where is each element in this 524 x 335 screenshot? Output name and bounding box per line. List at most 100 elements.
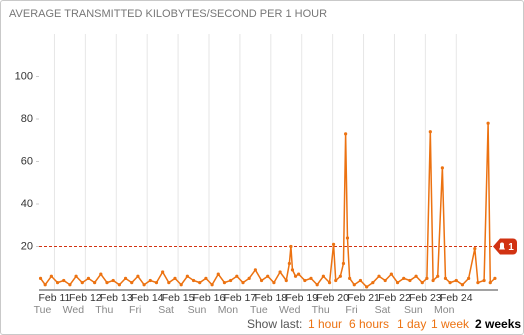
bell-icon: [499, 242, 505, 250]
data-point: [371, 281, 375, 285]
data-point: [235, 274, 239, 278]
data-point: [148, 278, 152, 283]
data-point: [179, 283, 183, 287]
alarm-badge: [493, 238, 517, 255]
x-weekday-label: Fri: [345, 304, 357, 316]
data-point: [284, 278, 288, 283]
x-weekday-label: Sat: [375, 304, 391, 316]
x-tick-label: Feb 16: [193, 292, 226, 304]
x-weekday-label: Thu: [312, 304, 330, 316]
series-line: [39, 123, 496, 288]
data-point: [473, 247, 477, 251]
data-point: [440, 166, 444, 170]
data-point: [130, 281, 134, 285]
data-point: [493, 276, 497, 280]
x-tick-label: Feb 23: [409, 292, 442, 304]
data-point: [117, 283, 121, 287]
data-point: [467, 276, 471, 280]
range-option[interactable]: 1 hour: [308, 317, 342, 331]
data-point: [93, 281, 97, 285]
data-point: [105, 281, 109, 285]
data-point: [154, 281, 159, 285]
data-point: [191, 278, 196, 283]
data-point: [38, 276, 43, 280]
data-point: [408, 278, 412, 283]
data-point: [142, 283, 146, 287]
data-point: [486, 121, 490, 125]
data-point: [278, 270, 282, 274]
data-point: [74, 274, 78, 278]
data-point: [297, 272, 301, 276]
data-point: [345, 236, 350, 240]
data-point: [344, 132, 348, 136]
data-point: [352, 283, 356, 287]
x-weekday-label: Sun: [404, 304, 423, 316]
data-point: [460, 283, 465, 287]
data-point: [210, 283, 214, 287]
data-point: [348, 276, 352, 280]
x-tick-label: Feb 15: [162, 292, 195, 304]
data-point: [55, 281, 60, 285]
y-tick-label: 40: [21, 198, 33, 210]
range-option[interactable]: 1 week: [431, 317, 470, 331]
data-point: [331, 242, 336, 246]
x-weekday-label: Fri: [129, 304, 141, 316]
data-point: [266, 274, 270, 278]
data-point: [428, 130, 432, 134]
data-point: [167, 281, 171, 285]
data-point: [443, 276, 448, 280]
y-tick-label: 60: [21, 155, 33, 167]
data-point: [482, 278, 486, 283]
data-point: [315, 283, 319, 287]
data-point: [338, 274, 342, 278]
data-point: [327, 281, 332, 285]
data-point: [229, 278, 233, 283]
data-point: [402, 276, 406, 280]
data-point: [289, 244, 293, 249]
data-point: [161, 270, 165, 274]
data-point: [395, 281, 400, 285]
chart-title: AVERAGE TRANSMITTED KILOBYTES/SECOND PER…: [9, 8, 327, 20]
data-point: [309, 276, 313, 280]
data-point: [389, 272, 393, 276]
range-option[interactable]: 6 hours: [349, 317, 389, 331]
data-point: [293, 274, 298, 278]
data-point: [272, 281, 276, 285]
x-tick-label: Feb 14: [131, 292, 164, 304]
range-option[interactable]: 2 weeks: [475, 317, 521, 331]
range-option[interactable]: 1 day: [397, 317, 426, 331]
data-point: [222, 281, 227, 285]
data-point: [365, 285, 369, 289]
y-tick-label: 20: [21, 240, 33, 252]
x-tick-label: Feb 18: [254, 292, 287, 304]
data-point: [358, 278, 363, 283]
data-point: [425, 276, 429, 280]
data-point: [334, 278, 338, 283]
data-point: [241, 281, 245, 285]
data-point: [414, 274, 418, 278]
y-tick-label: 100: [15, 70, 33, 82]
x-weekday-label: Sun: [188, 304, 207, 316]
data-point: [247, 276, 251, 280]
x-weekday-label: Wed: [63, 304, 85, 316]
data-point: [198, 281, 202, 285]
x-tick-label: Feb 12: [69, 292, 102, 304]
x-weekday-label: Tue: [34, 304, 52, 316]
data-point: [321, 274, 325, 278]
data-point: [341, 261, 346, 266]
x-weekday-label: Sat: [158, 304, 174, 316]
x-tick-label: Feb 21: [347, 292, 380, 304]
x-weekday-label: Tue: [250, 304, 268, 316]
data-point: [303, 278, 307, 283]
data-point: [448, 281, 452, 285]
data-point: [86, 276, 91, 280]
data-point: [259, 278, 264, 283]
data-point: [253, 268, 257, 272]
x-weekday-label: Mon: [218, 304, 239, 316]
data-point: [287, 261, 291, 266]
x-tick-label: Feb 24: [440, 292, 473, 304]
data-point: [454, 278, 458, 283]
data-point: [204, 276, 208, 280]
data-point: [216, 272, 220, 276]
